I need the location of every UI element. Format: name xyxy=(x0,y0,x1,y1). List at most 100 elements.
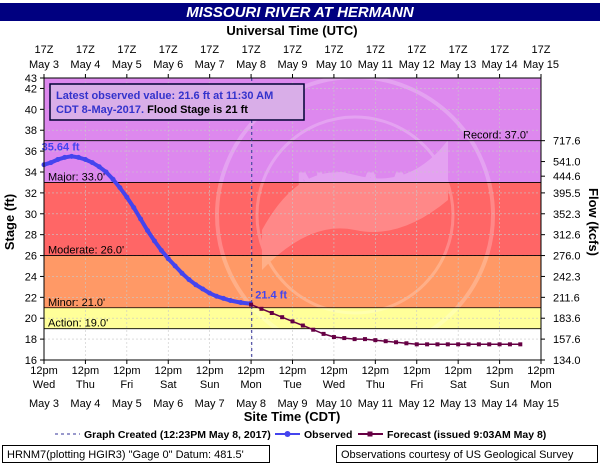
top-tick-date: May 5 xyxy=(112,59,142,71)
forecast-point xyxy=(414,342,419,347)
forecast-point xyxy=(383,339,388,344)
top-tick-date: May 14 xyxy=(482,59,518,71)
observed-point xyxy=(186,277,192,283)
bottom-tick-day: Sun xyxy=(200,379,220,391)
forecast-point xyxy=(342,336,347,341)
observed-point xyxy=(165,256,171,262)
svg-text:NOAA: NOAA xyxy=(296,165,414,209)
y-tick-label: 22 xyxy=(25,292,37,304)
flow-tick-label: 276.0 xyxy=(553,251,581,263)
bottom-tick-day: Fri xyxy=(120,379,133,391)
hydrograph-chart: MISSOURI RIVER AT HERMANN Universal Time… xyxy=(0,3,600,441)
forecast-point xyxy=(507,342,512,347)
bottom-tick-day: Mon xyxy=(530,379,551,391)
footer-datum-info: HRNM7(plotting HGIR3) "Gage 0" Datum: 48… xyxy=(2,445,270,463)
top-tick-date: May 4 xyxy=(70,59,100,71)
top-tick-date: May 10 xyxy=(316,59,352,71)
forecast-point xyxy=(435,342,440,347)
legend-observed-marker xyxy=(284,431,291,437)
top-tick-time: 17Z xyxy=(366,44,385,56)
forecast-point xyxy=(290,319,295,324)
bottom-tick-date: May 12 xyxy=(399,398,435,410)
observed-point xyxy=(76,154,82,160)
forecast-point xyxy=(280,315,285,320)
bottom-tick-date: May 9 xyxy=(278,398,308,410)
observed-point xyxy=(172,263,178,269)
y-tick-label: 34 xyxy=(25,167,37,179)
top-tick-time: 17Z xyxy=(449,44,468,56)
observed-point xyxy=(200,286,206,292)
forecast-point xyxy=(300,323,305,328)
observed-point xyxy=(82,156,88,162)
latest-value-line2: CDT 8-May-2017. Flood Stage is 21 ft xyxy=(56,104,248,116)
top-tick-time: 17Z xyxy=(117,44,136,56)
observed-point xyxy=(62,154,68,160)
observed-point xyxy=(145,227,151,233)
y-tick-label: 24 xyxy=(25,271,37,283)
right-axis-title: Flow (kcfs) xyxy=(586,188,600,256)
bottom-tick-time: 12pm xyxy=(486,365,514,377)
bottom-tick-day: Wed xyxy=(323,379,345,391)
top-tick-date: May 6 xyxy=(153,59,183,71)
legend-forecast-marker xyxy=(367,431,373,437)
legend: Graph Created (12:23PM May 8, 2017) Obse… xyxy=(55,429,546,441)
category-label-moderate: Moderate: 26.0' xyxy=(48,245,124,257)
bottom-tick-time: 12pm xyxy=(72,365,100,377)
observed-point xyxy=(151,238,157,244)
bottom-tick-day: Thu xyxy=(366,379,385,391)
y-tick-label: 32 xyxy=(25,188,37,200)
observed-point xyxy=(48,160,54,166)
flood-category-labels: Record: 37.0' Major: 33.0' Moderate: 26.0'… xyxy=(44,130,541,330)
y-tick-label: 28 xyxy=(25,230,37,242)
bottom-tick-time: 12pm xyxy=(154,365,182,377)
bottom-tick-date: May 13 xyxy=(440,398,476,410)
top-tick-time: 17Z xyxy=(76,44,95,56)
forecast-point xyxy=(445,342,450,347)
bottom-tick-date: May 5 xyxy=(112,398,142,410)
top-tick-time: 17Z xyxy=(490,44,509,56)
y-tick-label: 43 xyxy=(25,73,37,85)
flow-tick-label: 395.5 xyxy=(553,188,581,200)
latest-value-line1: Latest observed value: 21.6 ft at 11:30 … xyxy=(56,90,273,102)
bottom-tick-time: 12pm xyxy=(237,365,265,377)
flow-tick-label: 717.6 xyxy=(553,136,581,148)
top-tick-time: 17Z xyxy=(324,44,343,56)
legend-observed: Observed xyxy=(304,429,352,441)
top-tick-date: May 3 xyxy=(29,59,59,71)
observed-point xyxy=(117,185,123,191)
top-axis-title: Universal Time (UTC) xyxy=(226,23,357,38)
noaa-watermark-logo: NOAA xyxy=(215,75,495,355)
top-tick-date: May 8 xyxy=(236,59,266,71)
y-tick-label: 36 xyxy=(25,146,37,158)
bottom-tick-date: May 10 xyxy=(316,398,352,410)
forecast-point xyxy=(352,337,357,342)
forecast-point xyxy=(269,311,274,315)
observed-point xyxy=(55,156,61,162)
bottom-tick-time: 12pm xyxy=(279,365,307,377)
observed-point xyxy=(214,293,220,299)
last-observed-label: 21.4 ft xyxy=(255,290,287,302)
observed-point xyxy=(179,270,185,276)
category-label-record: Record: 37.0' xyxy=(463,130,528,142)
hydrograph-series: 35.64 ft 21.4 ft xyxy=(41,141,523,347)
observed-point xyxy=(103,169,109,175)
forecast-point xyxy=(466,342,471,347)
top-tick-date: May 11 xyxy=(358,59,393,71)
top-tick-time: 17Z xyxy=(532,44,551,56)
forecast-point xyxy=(321,331,326,336)
y-tick-label: 30 xyxy=(25,209,37,221)
forecast-point xyxy=(259,306,264,311)
y-tick-label: 40 xyxy=(25,104,37,116)
flow-tick-label: 211.6 xyxy=(553,292,580,304)
forecast-point xyxy=(404,341,409,346)
top-tick-date: May 13 xyxy=(440,59,476,71)
title-bar xyxy=(0,3,600,21)
bottom-tick-date: May 4 xyxy=(70,398,100,410)
top-tick-time: 17Z xyxy=(35,44,54,56)
observed-point xyxy=(220,295,226,301)
bottom-tick-day: Sat xyxy=(450,379,467,391)
bottom-tick-date: May 15 xyxy=(523,398,559,410)
observed-point xyxy=(96,164,102,170)
legend-graph-created: Graph Created (12:23PM May 8, 2017) xyxy=(84,429,271,441)
